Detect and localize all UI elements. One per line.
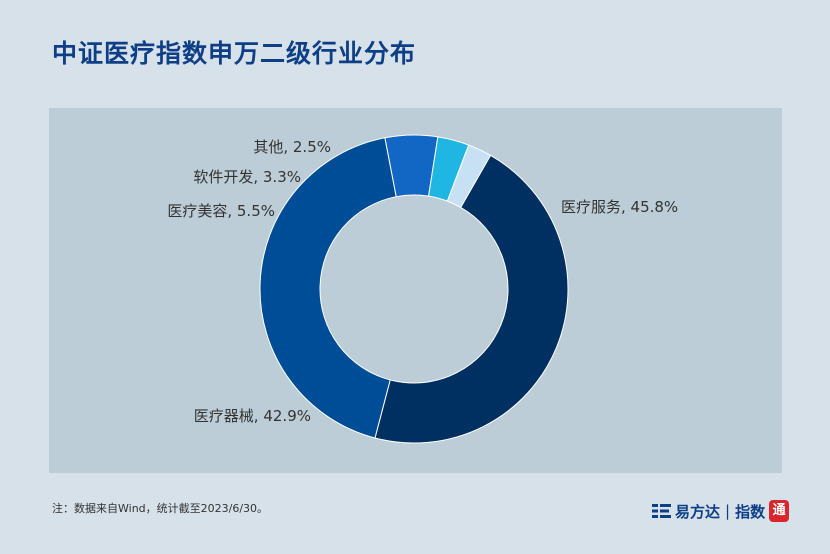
slice-label-1: 医疗服务, 45.8% — [561, 198, 678, 216]
slice-label-3: 医疗美容, 5.5% — [167, 202, 275, 220]
slice-label-5: 其他, 2.5% — [253, 138, 331, 156]
donut-slice-2 — [259, 137, 397, 439]
donut-slice-1 — [374, 154, 569, 444]
seal-icon: 通 — [769, 500, 790, 522]
efund-logo-icon — [652, 504, 671, 518]
slice-label-2: 医疗器械, 42.9% — [194, 407, 311, 425]
donut-slice-5 — [446, 144, 492, 209]
page-title: 中证医疗指数申万二级行业分布 — [52, 39, 417, 68]
chart-panel: 医疗服务, 45.8% 医疗器械, 42.9% 医疗美容, 5.5% 软件开发, 3.… — [49, 108, 782, 473]
brand-separator: | — [725, 502, 731, 520]
donut-chart: 医疗服务, 45.8% 医疗器械, 42.9% 医疗美容, 5.5% 软件开发, 3.… — [167, 134, 678, 444]
slice-label-4: 软件开发, 3.3% — [193, 168, 301, 186]
brand-logo: 易方达 | 指数 通 — [652, 500, 790, 522]
brand-sub: 指数 — [735, 502, 766, 521]
source-note: 注：数据来自Wind，统计截至2023/6/30。 — [52, 502, 269, 515]
brand-name: 易方达 — [675, 502, 721, 521]
